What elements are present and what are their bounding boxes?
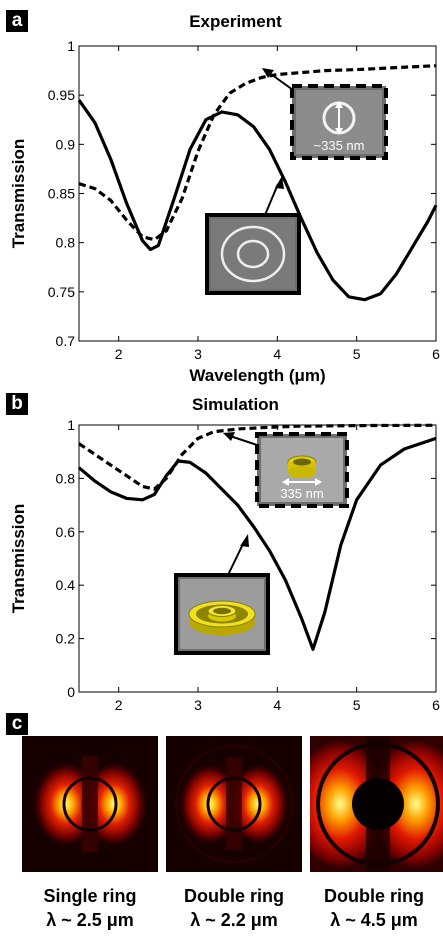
y-axis-label: Transmission [9,139,28,249]
caption-single-ring-wavelength: λ ~ 2.5 μm [17,908,163,932]
ring-hole [293,459,311,466]
x-tick-label: 6 [432,346,440,362]
x-tick-label: 4 [273,346,281,362]
caption-double-ring-short-wavelength: λ ~ 2.2 μm [161,908,307,932]
caption-double-ring-short: Double ring λ ~ 2.2 μm [161,884,307,932]
y-tick-label: 1 [67,38,75,54]
experiment-chart: 2 3 4 5 6 0.7 0.75 0.8 0.85 0.9 0.95 1 Wavelength (μ… [0,0,443,392]
y-tick-label: 0.9 [56,136,76,152]
x-tick-label: 3 [194,346,202,362]
y-tick-label: 0.4 [56,577,76,593]
ring-bottom [288,466,316,478]
y-tick-label: 0.2 [56,631,76,647]
panel-c-label: c [6,713,28,735]
y-tick-label: 0.85 [48,186,75,202]
y-tick-label: 0.6 [56,524,76,540]
sem-background [211,219,295,289]
x-tick-label: 2 [115,346,123,362]
caption-double-ring-long-name: Double ring [301,884,443,908]
y-tick-label: 0.75 [48,284,75,300]
field-map-double-ring-short [166,736,302,872]
x-tick-label: 3 [194,697,202,713]
y-axis-label: Transmission [9,504,28,614]
x-tick-label: 5 [353,346,361,362]
x-tick-label: 6 [432,697,440,713]
y-tick-label: 0 [67,684,75,700]
y-tick-label: 0.8 [56,235,76,251]
y-tick-label: 0.8 [56,470,76,486]
x-tick-label: 4 [273,697,281,713]
caption-double-ring-long: Double ring λ ~ 4.5 μm [301,884,443,932]
caption-double-ring-short-name: Double ring [161,884,307,908]
y-tick-label: 0.7 [56,333,76,349]
inner-ring-hole [213,608,231,614]
y-tick-label: 1 [67,417,75,433]
caption-single-ring: Single ring λ ~ 2.5 μm [17,884,163,932]
x-axis-label: Wavelength (μm) [189,717,325,720]
y-tick-label: 0.95 [48,87,75,103]
field-map-double-ring-long [310,736,443,872]
simulation-chart: 2 3 4 5 6 0 0.2 0.4 0.6 0.8 1 Wavelength (μm) Transm… [0,400,443,720]
x-tick-label: 5 [353,697,361,713]
caption-double-ring-long-wavelength: λ ~ 4.5 μm [301,908,443,932]
x-tick-label: 2 [115,697,123,713]
x-axis-label: Wavelength (μm) [189,366,325,385]
inset-scale-label: ~335 nm [314,138,365,153]
inset-scale-label: 335 nm [280,486,323,501]
field-map-single-ring [22,736,158,872]
caption-single-ring-name: Single ring [17,884,163,908]
